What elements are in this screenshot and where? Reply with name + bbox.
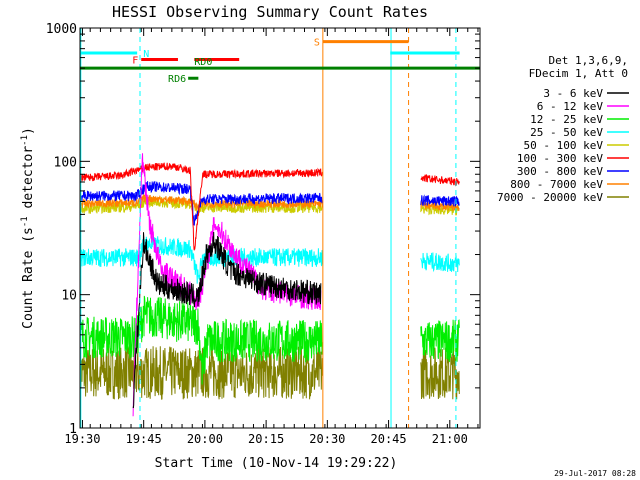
series-12-25-kev-segment-0 [80,295,324,385]
series-100-300-kev-segment-0 [80,162,324,251]
legend-label-6-12-kev: 6 - 12 keV [537,100,604,113]
x-tick-label-3: 20:15 [248,432,284,446]
series-25-50-kev-segment-0 [80,235,324,284]
series-12-25-kev-segment-1 [420,319,460,363]
x-tick-label-5: 20:45 [371,432,407,446]
x-tick-label-6: 21:00 [432,432,468,446]
flag-label-s: S [314,38,320,49]
legend-header-line2: FDecim 1, Att 0 [529,67,628,80]
x-axis-label: Start Time (10-Nov-14 19:29:22) [155,456,398,471]
series-3-6-kev-segment-0 [132,231,322,409]
x-axis: 19:30 19:45 20:00 20:15 20:30 20:45 21:00 [64,28,479,446]
plot-frame [79,27,481,429]
x-tick-label-0: 19:30 [64,432,100,446]
legend-label-800-7000-kev: 800 - 7000 keV [510,178,603,191]
series-300-800-kev-segment-1 [420,194,460,207]
legend: Det 1,3,6,9, FDecim 1, Att 0 3 - 6 keV6 … [497,54,629,204]
y-tick-label-2: 100 [54,155,77,170]
series-100-300-kev-segment-1 [420,173,460,187]
legend-label-12-25-kev: 12 - 25 keV [530,113,603,126]
y-axis: 1 10 100 1000 [46,22,480,437]
legend-label-25-50-kev: 25 - 50 keV [530,126,603,139]
series-7000-20000-kev-segment-1 [420,347,460,400]
flag-label-rd0: RD0 [194,57,212,68]
legend-label-3-6-kev: 3 - 6 keV [543,87,603,100]
x-tick-label-4: 20:30 [309,432,345,446]
legend-header-line1: Det 1,3,6,9, [549,54,628,67]
series-300-800-kev-segment-0 [80,180,324,226]
footer-date: 29-Jul-2017 08:28 [554,469,636,478]
flag-label-f: F [132,56,138,67]
flag-label-n: N [143,49,149,60]
series-25-50-kev-segment-1 [420,252,460,273]
series-800-7000-kev-segment-1 [420,200,460,212]
flag-label-rd6: RD6 [168,74,186,85]
x-tick-label-1: 19:45 [126,432,162,446]
series-800-7000-kev-segment-0 [80,193,324,211]
y-tick-label-0: 1 [69,422,77,437]
y-tick-label-3: 1000 [46,22,77,37]
x-tick-label-2: 20:00 [187,432,223,446]
legend-label-7000-20000-kev: 7000 - 20000 keV [497,191,603,204]
legend-label-50-100-kev: 50 - 100 keV [524,139,604,152]
legend-label-300-800-kev: 300 - 800 keV [517,165,603,178]
y-tick-label-1: 10 [61,289,77,304]
legend-label-100-300-kev: 100 - 300 keV [517,152,603,165]
chart-title: HESSI Observing Summary Count Rates [112,3,428,21]
plot-area: N S F RD0 RD6 [80,28,480,428]
series-7000-20000-kev-segment-0 [80,344,324,400]
y-axis-label: Count Rate (s-1 detector-1) [20,127,36,329]
